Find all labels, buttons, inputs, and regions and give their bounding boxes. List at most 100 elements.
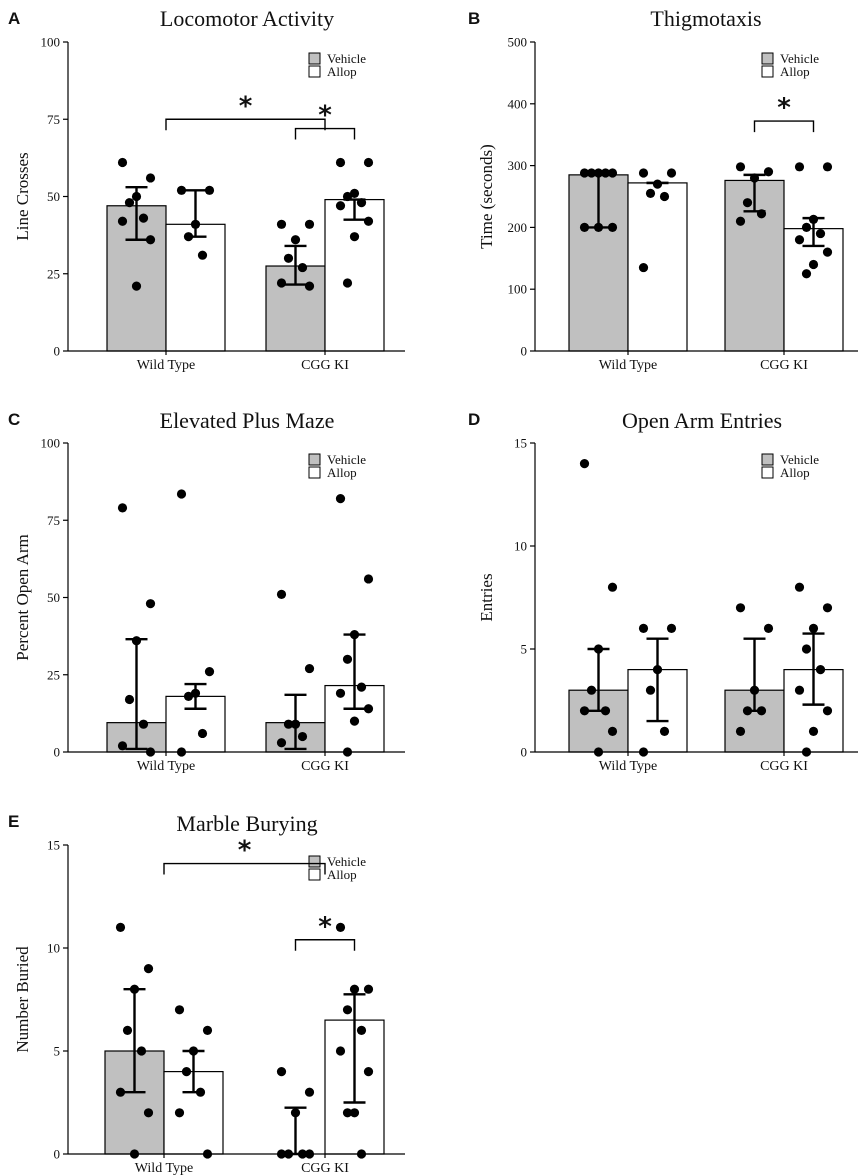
data-point — [363, 984, 374, 994]
y-tick-label: 10 — [47, 941, 60, 956]
data-point — [335, 494, 346, 504]
data-point — [176, 489, 187, 499]
data-point — [659, 191, 670, 202]
y-tick-label: 100 — [41, 35, 61, 50]
legend-label-vehicle: Vehicle — [780, 51, 819, 66]
data-point — [349, 188, 360, 199]
panel-letter: A — [8, 9, 20, 28]
data-point — [197, 250, 208, 260]
data-point — [202, 1025, 213, 1035]
data-point — [181, 1067, 192, 1077]
data-point — [645, 685, 656, 695]
chart-title: Marble Burying — [176, 811, 317, 836]
legend-swatch-vehicle — [761, 453, 774, 466]
legend-label-allop: Allop — [780, 64, 810, 79]
data-point — [586, 685, 597, 695]
bar-allop-0 — [165, 223, 226, 352]
chart-panel-e: E Marble Burying Number Buried 0 5 10 15 Wild T… — [8, 811, 405, 1175]
data-point — [822, 162, 833, 172]
x-tick-label: CGG KI — [760, 759, 808, 774]
data-point — [645, 188, 656, 199]
data-point — [176, 185, 187, 195]
y-tick-label: 5 — [54, 1044, 61, 1059]
data-point — [794, 582, 805, 592]
x-tick-label: Wild Type — [137, 759, 195, 774]
data-point — [808, 259, 819, 270]
legend-label-allop: Allop — [327, 867, 357, 882]
data-point — [349, 1108, 360, 1118]
legend-swatch-vehicle — [308, 855, 321, 868]
y-tick-label: 400 — [508, 96, 528, 111]
data-point — [794, 162, 805, 172]
data-point — [283, 719, 294, 729]
y-axis-label: Time (seconds) — [477, 144, 496, 249]
y-tick-label: 0 — [54, 344, 61, 359]
data-point — [115, 1087, 126, 1097]
data-point — [197, 728, 208, 739]
data-point — [822, 247, 833, 257]
significance-bracket — [163, 862, 326, 875]
data-point — [579, 222, 590, 232]
legend-swatch-allop — [761, 65, 774, 78]
data-point — [579, 168, 590, 178]
data-point — [131, 281, 142, 291]
significance-bracket — [165, 118, 326, 131]
y-axis-label: Percent Open Arm — [13, 534, 32, 661]
legend-swatch-allop — [308, 466, 321, 479]
legend-swatch-vehicle — [308, 52, 321, 65]
legend-swatch-allop — [308, 65, 321, 78]
data-point — [304, 281, 315, 291]
y-tick-label: 300 — [508, 158, 528, 173]
x-tick-label: Wild Type — [135, 1161, 193, 1175]
data-point — [204, 667, 215, 677]
data-point — [763, 623, 774, 634]
data-point — [117, 157, 128, 168]
y-tick-label: 25 — [47, 667, 60, 682]
legend-label-vehicle: Vehicle — [327, 51, 366, 66]
data-point — [342, 1005, 353, 1015]
data-point — [735, 603, 746, 613]
data-point — [794, 685, 805, 695]
data-point — [600, 168, 611, 178]
data-point — [145, 235, 156, 245]
data-point — [356, 1025, 367, 1035]
significance-bracket — [294, 127, 356, 140]
significance-star: * — [239, 91, 253, 121]
data-point — [579, 459, 590, 469]
data-point — [143, 1108, 154, 1118]
legend-swatch-vehicle — [761, 52, 774, 65]
data-point — [638, 168, 649, 178]
y-tick-label: 500 — [508, 35, 528, 50]
data-point — [801, 222, 812, 232]
y-tick-label: 100 — [41, 436, 61, 451]
x-tick-label: CGG KI — [301, 759, 349, 774]
y-tick-label: 100 — [508, 282, 528, 297]
panel-letter: E — [8, 812, 19, 831]
panel-letter: B — [468, 9, 480, 28]
data-point — [742, 198, 753, 208]
data-point — [138, 213, 149, 223]
data-point — [607, 582, 618, 592]
y-axis-label: Line Crosses — [13, 152, 32, 240]
chart-panel-c: C Elevated Plus Maze Percent Open Arm 0 25 50… — [8, 408, 405, 774]
data-point — [124, 198, 135, 208]
data-point — [283, 253, 294, 263]
legend-label-vehicle: Vehicle — [327, 854, 366, 869]
data-point — [638, 623, 649, 634]
significance-star: * — [318, 912, 332, 942]
y-axis-label: Number Buried — [13, 946, 32, 1053]
data-point — [735, 726, 746, 737]
legend-label-vehicle: Vehicle — [327, 452, 366, 467]
data-point — [136, 1046, 147, 1056]
data-point — [342, 278, 353, 288]
data-point — [138, 719, 149, 729]
data-point — [117, 741, 128, 751]
y-tick-label: 25 — [47, 266, 60, 281]
data-point — [276, 589, 287, 600]
chart-title: Thigmotaxis — [650, 6, 761, 31]
data-point — [145, 599, 156, 609]
data-point — [363, 574, 374, 584]
significance-star: * — [238, 836, 252, 866]
data-point — [335, 922, 346, 933]
